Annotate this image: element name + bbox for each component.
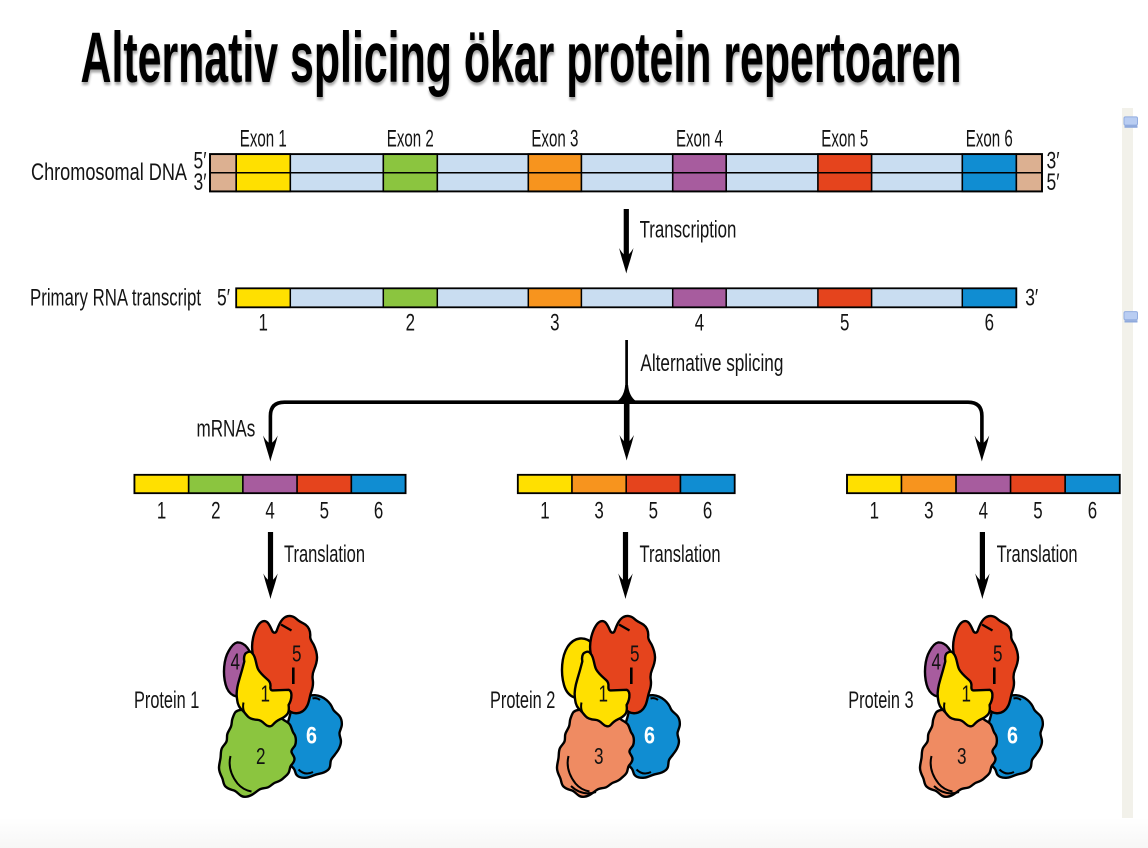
svg-text:Exon 1: Exon 1 xyxy=(240,125,287,152)
svg-text:Translation: Translation xyxy=(640,541,721,568)
svg-text:5: 5 xyxy=(993,641,1003,667)
svg-text:Exon 2: Exon 2 xyxy=(387,125,434,152)
svg-text:5: 5 xyxy=(1033,498,1042,525)
svg-text:6: 6 xyxy=(703,498,712,525)
svg-text:1: 1 xyxy=(962,681,972,707)
svg-text:Exon 6: Exon 6 xyxy=(966,125,1013,152)
svg-text:Exon 4: Exon 4 xyxy=(676,125,723,152)
svg-text:Exon 3: Exon 3 xyxy=(531,125,578,152)
svg-text:Primary RNA transcript: Primary RNA transcript xyxy=(30,284,201,311)
svg-text:Translation: Translation xyxy=(284,541,365,568)
svg-text:4: 4 xyxy=(979,498,988,525)
svg-text:Alternative splicing: Alternative splicing xyxy=(640,350,783,377)
svg-text:Protein 1: Protein 1 xyxy=(134,687,199,714)
svg-text:6: 6 xyxy=(1007,723,1018,750)
svg-text:5: 5 xyxy=(630,641,640,667)
svg-text:Alternativ splicing ökar prote: Alternativ splicing ökar protein reperto… xyxy=(81,22,962,101)
svg-text:2: 2 xyxy=(406,309,415,336)
svg-text:3: 3 xyxy=(550,309,559,336)
svg-text:5′: 5′ xyxy=(1047,169,1060,196)
svg-text:4: 4 xyxy=(932,649,942,675)
svg-text:2: 2 xyxy=(211,498,220,525)
svg-text:Translation: Translation xyxy=(997,541,1078,568)
svg-text:3: 3 xyxy=(957,743,967,769)
svg-text:Transcription: Transcription xyxy=(640,217,737,244)
svg-text:6: 6 xyxy=(985,309,994,336)
svg-text:6: 6 xyxy=(1088,498,1097,525)
svg-text:6: 6 xyxy=(644,723,655,750)
svg-text:5′: 5′ xyxy=(194,148,207,175)
svg-text:Protein 2: Protein 2 xyxy=(490,687,555,714)
svg-text:5: 5 xyxy=(649,498,658,525)
svg-text:1: 1 xyxy=(261,681,271,707)
svg-text:1: 1 xyxy=(599,681,609,707)
svg-text:5′: 5′ xyxy=(217,285,230,312)
svg-text:Alternativ splicing ökar prote: Alternativ splicing ökar protein reperto… xyxy=(81,19,962,98)
svg-text:3: 3 xyxy=(594,498,603,525)
svg-text:3′: 3′ xyxy=(1025,285,1038,312)
svg-text:6: 6 xyxy=(306,723,317,750)
svg-text:3′: 3′ xyxy=(1047,148,1060,175)
svg-text:5: 5 xyxy=(840,309,849,336)
svg-text:1: 1 xyxy=(540,498,549,525)
svg-text:4: 4 xyxy=(231,649,241,675)
svg-text:2: 2 xyxy=(256,743,266,769)
svg-text:1: 1 xyxy=(870,498,879,525)
svg-text:3′: 3′ xyxy=(194,169,207,196)
svg-text:Chromosomal DNA: Chromosomal DNA xyxy=(31,159,187,186)
svg-text:3: 3 xyxy=(594,743,604,769)
svg-text:5: 5 xyxy=(292,641,302,667)
svg-text:5: 5 xyxy=(320,498,329,525)
svg-text:3: 3 xyxy=(924,498,933,525)
svg-text:mRNAs: mRNAs xyxy=(197,416,256,443)
svg-text:Exon 5: Exon 5 xyxy=(821,125,868,152)
svg-text:1: 1 xyxy=(157,498,166,525)
svg-text:4: 4 xyxy=(265,498,274,525)
svg-text:1: 1 xyxy=(259,309,268,336)
svg-text:4: 4 xyxy=(695,309,704,336)
svg-text:Protein 3: Protein 3 xyxy=(848,687,913,714)
svg-text:6: 6 xyxy=(374,498,383,525)
